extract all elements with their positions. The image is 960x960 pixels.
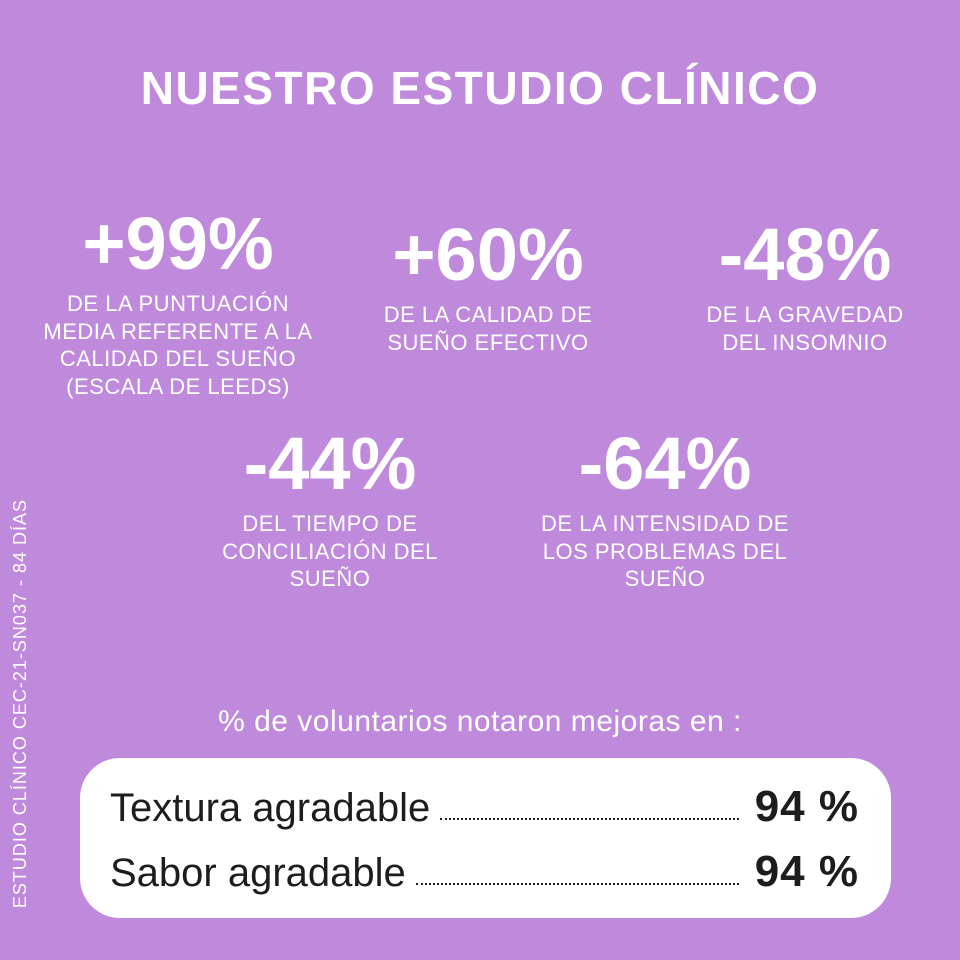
stat-block-sleep-onset-time: -44% DEL TIEMPO DE CONCILIACIÓN DEL SUEÑ… [190, 427, 470, 593]
stat-value: +60% [392, 213, 584, 296]
stat-value: -48% [718, 213, 892, 296]
improvement-label: Sabor agradable [110, 850, 406, 895]
study-reference-vertical-label: ESTUDIO CLÍNICO CEC-21-SN037 - 84 DÍAS [10, 498, 30, 908]
page-title: NUESTRO ESTUDIO CLÍNICO [140, 61, 820, 114]
stat-description: DE LA CALIDAD DE SUEÑO EFECTIVO [383, 302, 593, 355]
improvement-label: Textura agradable [110, 785, 431, 830]
stat-value: -44% [243, 422, 417, 505]
improvement-value: 94 % [754, 781, 859, 831]
stat-description: DE LA INTENSIDAD DE LOS PROBLEMAS DEL SU… [541, 511, 789, 591]
stat-value: +99% [82, 202, 274, 285]
improvements-card: Textura agradable 94 % Sabor agradable 9… [80, 758, 891, 918]
improvements-heading: % de voluntarios notaron mejoras en : [218, 705, 742, 738]
improvement-row: Textura agradable 94 % [110, 782, 859, 832]
dotted-leader [415, 882, 739, 885]
stat-block-sleep-problems-intensity: -64% DE LA INTENSIDAD DE LOS PROBLEMAS D… [512, 427, 818, 593]
improvement-row: Sabor agradable 94 % [110, 847, 859, 897]
stat-description: DE LA GRAVEDAD DEL INSOMNIO [706, 302, 904, 355]
stat-block-effective-sleep-quality: +60% DE LA CALIDAD DE SUEÑO EFECTIVO [358, 218, 618, 356]
stat-block-sleep-quality-score: +99% DE LA PUNTUACIÓN MEDIA REFERENTE A … [23, 207, 333, 400]
stat-block-insomnia-severity: -48% DE LA GRAVEDAD DEL INSOMNIO [680, 218, 930, 356]
stat-value: -64% [578, 422, 752, 505]
improvement-value: 94 % [754, 846, 859, 896]
dotted-leader [440, 817, 739, 820]
stat-description: DEL TIEMPO DE CONCILIACIÓN DEL SUEÑO [222, 511, 438, 591]
stat-description: DE LA PUNTUACIÓN MEDIA REFERENTE A LA CA… [43, 291, 313, 399]
